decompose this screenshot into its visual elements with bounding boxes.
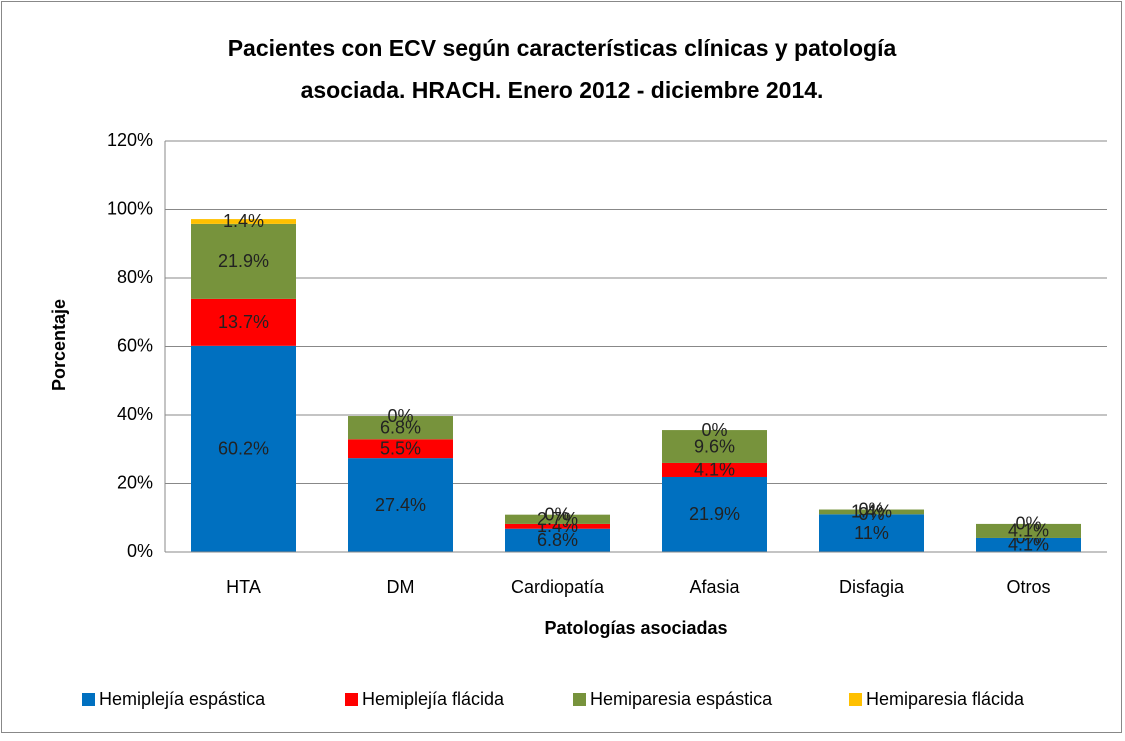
y-tick-label: 0% xyxy=(127,541,153,561)
data-label: 11% xyxy=(854,523,889,543)
data-label: 6.8% xyxy=(537,530,578,550)
bar-segment xyxy=(505,528,610,552)
bar-segment xyxy=(662,476,767,552)
data-label: 13.7% xyxy=(218,312,269,332)
x-axis-label: Patologías asociadas xyxy=(544,618,727,638)
legend-swatch xyxy=(82,693,95,706)
bar-segment xyxy=(819,509,924,515)
data-label: 4.1% xyxy=(694,460,735,480)
data-label: 27.4% xyxy=(375,495,426,515)
y-axis-label: Porcentaje xyxy=(49,299,69,391)
data-label: 1.4% xyxy=(851,502,892,522)
x-tick-label: HTA xyxy=(226,577,261,597)
bar-segment xyxy=(348,439,453,459)
data-label: 2.7% xyxy=(537,509,578,529)
y-tick-label: 60% xyxy=(117,335,153,355)
bar-segment xyxy=(348,416,453,440)
data-label: 4.1% xyxy=(1008,535,1049,555)
chart-title: Pacientes con ECV según características … xyxy=(228,35,897,61)
bar-segment xyxy=(976,537,1081,552)
bar-segment xyxy=(662,430,767,463)
data-label: 9.6% xyxy=(694,436,735,456)
legend-swatch xyxy=(573,693,586,706)
data-label: 60.2% xyxy=(218,439,269,459)
data-label: 21.9% xyxy=(689,504,740,524)
data-label: 0% xyxy=(1015,514,1041,534)
legend-label: Hemiplejía flácida xyxy=(362,689,505,709)
data-label: 0% xyxy=(544,504,570,524)
y-tick-label: 100% xyxy=(107,198,153,218)
bar-segment xyxy=(505,523,610,529)
data-label: 0% xyxy=(858,499,884,519)
bar-segment xyxy=(191,219,296,224)
data-label: 4.1% xyxy=(1008,521,1049,541)
bar-segment xyxy=(976,523,1081,538)
chart-subtitle: asociada. HRACH. Enero 2012 - diciembre … xyxy=(301,77,824,103)
x-tick-label: Afasia xyxy=(689,577,740,597)
bar-segment xyxy=(662,462,767,477)
data-label: 1.4% xyxy=(223,211,264,231)
bar-segment xyxy=(191,298,296,346)
legend-label: Hemiplejía espástica xyxy=(99,689,266,709)
data-label: 0% xyxy=(387,406,413,426)
data-label: 21.9% xyxy=(218,251,269,271)
bar-segment xyxy=(505,514,610,524)
y-tick-label: 40% xyxy=(117,404,153,424)
data-label: 0% xyxy=(701,420,727,440)
legend-label: Hemiparesia espástica xyxy=(590,689,773,709)
legend-swatch xyxy=(849,693,862,706)
x-tick-label: Cardiopatía xyxy=(511,577,605,597)
data-label: 5.5% xyxy=(380,438,421,458)
y-tick-label: 80% xyxy=(117,267,153,287)
legend-swatch xyxy=(345,693,358,706)
y-tick-label: 120% xyxy=(107,130,153,150)
bar-segment xyxy=(191,223,296,299)
x-tick-label: Otros xyxy=(1006,577,1050,597)
data-label: 6.8% xyxy=(380,417,421,437)
bar-segment xyxy=(348,458,453,552)
legend-label: Hemiparesia flácida xyxy=(866,689,1025,709)
y-tick-label: 20% xyxy=(117,472,153,492)
bar-segment xyxy=(191,345,296,552)
bar-segment xyxy=(819,514,924,552)
x-tick-label: Disfagia xyxy=(839,577,905,597)
x-tick-label: DM xyxy=(387,577,415,597)
